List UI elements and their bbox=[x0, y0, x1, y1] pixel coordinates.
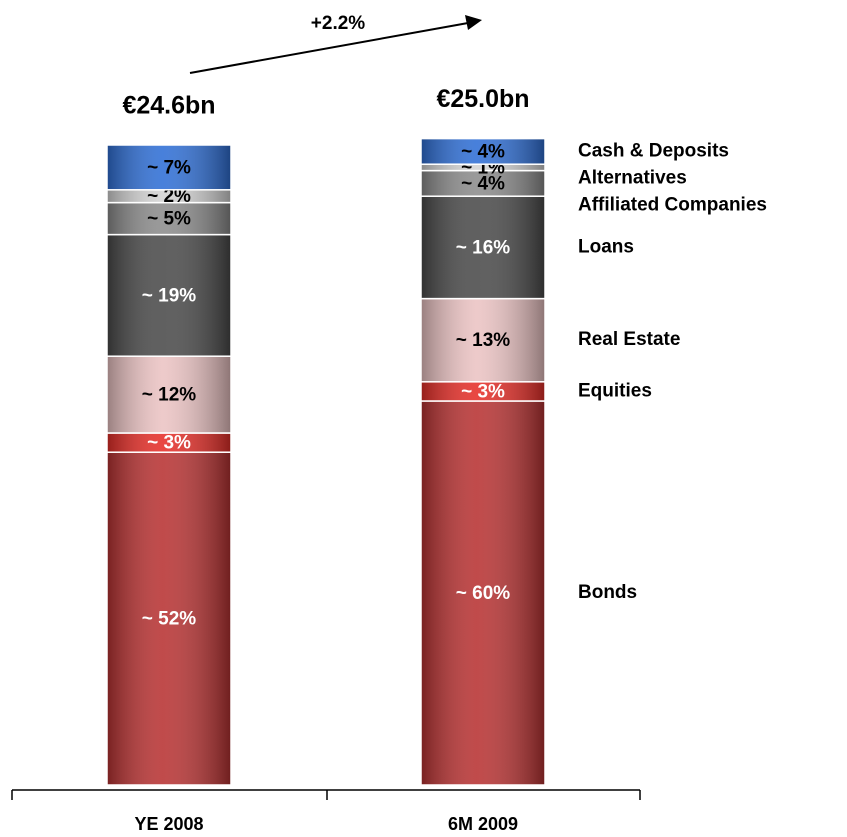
data-label: ~ 12% bbox=[142, 385, 197, 406]
bar-shade bbox=[106, 201, 232, 236]
bar-shade bbox=[420, 169, 546, 197]
bar-shade bbox=[106, 233, 232, 357]
legend-label: Affiliated Companies bbox=[578, 194, 767, 215]
data-label: ~ 2% bbox=[147, 186, 191, 207]
legend-label: Alternatives bbox=[578, 167, 687, 188]
bar-shade bbox=[420, 195, 546, 300]
data-label: ~ 7% bbox=[147, 157, 191, 178]
data-label: ~ 4% bbox=[461, 141, 505, 162]
data-label: ~ 3% bbox=[461, 381, 505, 402]
bar-shade bbox=[420, 400, 546, 786]
bar-shade bbox=[106, 144, 232, 191]
data-label: ~ 16% bbox=[456, 237, 511, 258]
data-label: ~ 5% bbox=[147, 209, 191, 230]
data-label: ~ 60% bbox=[456, 583, 511, 604]
total-label: €25.0bn bbox=[436, 85, 529, 113]
x-tick-label: YE 2008 bbox=[134, 814, 203, 834]
data-label: ~ 19% bbox=[142, 285, 197, 306]
bar-shade bbox=[420, 297, 546, 383]
legend-label: Cash & Deposits bbox=[578, 140, 729, 161]
arrow-head bbox=[465, 15, 482, 30]
legend-label: Equities bbox=[578, 380, 652, 401]
legend-label: Real Estate bbox=[578, 329, 680, 350]
total-label: €24.6bn bbox=[122, 92, 215, 120]
data-label: ~ 4% bbox=[461, 173, 505, 194]
legend-label: Bonds bbox=[578, 582, 637, 603]
growth-arrow bbox=[189, 22, 469, 74]
bar-shade bbox=[420, 137, 546, 165]
data-label: ~ 3% bbox=[147, 433, 191, 454]
legend-label: Loans bbox=[578, 236, 634, 257]
x-tick-label: 6M 2009 bbox=[448, 814, 518, 834]
bar-shade bbox=[106, 451, 232, 786]
growth-annotation: +2.2% bbox=[311, 13, 366, 34]
data-label: ~ 13% bbox=[456, 330, 511, 351]
data-label: ~ 52% bbox=[142, 609, 197, 630]
bar-shade bbox=[106, 355, 232, 434]
